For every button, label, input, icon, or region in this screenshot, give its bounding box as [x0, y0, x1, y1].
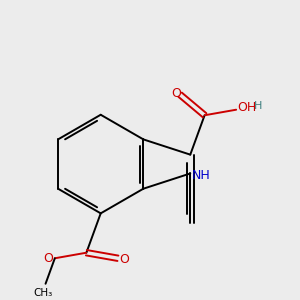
Text: CH₃: CH₃ [34, 288, 53, 298]
Text: OH: OH [237, 101, 256, 114]
Text: H: H [254, 101, 262, 111]
Text: NH: NH [192, 169, 211, 182]
Text: O: O [119, 253, 129, 266]
Text: O: O [44, 252, 53, 265]
Text: O: O [172, 87, 182, 100]
